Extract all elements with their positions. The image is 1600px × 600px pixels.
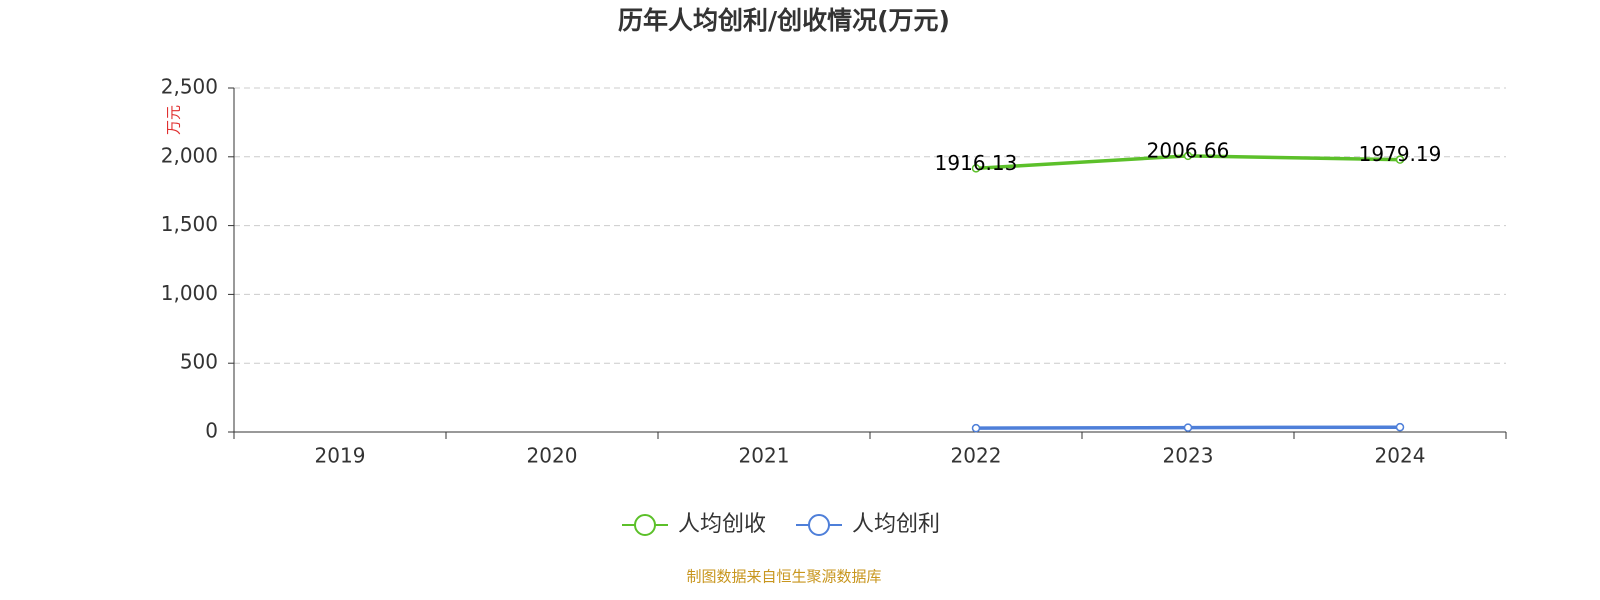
data-point bbox=[1395, 422, 1405, 432]
source-note: 制图数据来自恒生聚源数据库 bbox=[686, 568, 881, 586]
y-tick-label: 2,000 bbox=[161, 143, 218, 167]
y-axis-label: 万元 bbox=[165, 105, 183, 135]
legend-label[interactable]: 人均创收 bbox=[678, 512, 766, 537]
y-tick-label: 1,500 bbox=[161, 212, 218, 236]
legend-marker[interactable] bbox=[808, 514, 830, 536]
y-tick-label: 1,000 bbox=[161, 281, 218, 305]
data-label: 2006.66 bbox=[1147, 138, 1230, 162]
x-tick-label: 2019 bbox=[315, 444, 366, 468]
data-point bbox=[1183, 151, 1193, 161]
y-tick-label: 500 bbox=[180, 350, 218, 374]
legend-marker[interactable] bbox=[634, 514, 656, 536]
y-tick-label: 0 bbox=[205, 419, 218, 443]
chart-title: 历年人均创利/创收情况(万元) bbox=[618, 6, 950, 35]
data-point bbox=[1395, 155, 1405, 164]
y-tick-label: 2,500 bbox=[161, 75, 218, 99]
legend-label[interactable]: 人均创利 bbox=[852, 512, 940, 537]
x-tick-label: 2022 bbox=[951, 444, 1002, 468]
x-tick-label: 2020 bbox=[527, 444, 578, 468]
x-tick-label: 2024 bbox=[1375, 444, 1426, 468]
data-label: 1916.13 bbox=[935, 151, 1018, 175]
data-label: 1979.19 bbox=[1359, 142, 1442, 166]
data-point bbox=[971, 423, 981, 433]
data-point bbox=[971, 164, 981, 173]
x-tick-label: 2023 bbox=[1163, 444, 1214, 468]
data-point bbox=[1183, 423, 1193, 432]
x-tick-label: 2021 bbox=[739, 444, 790, 468]
